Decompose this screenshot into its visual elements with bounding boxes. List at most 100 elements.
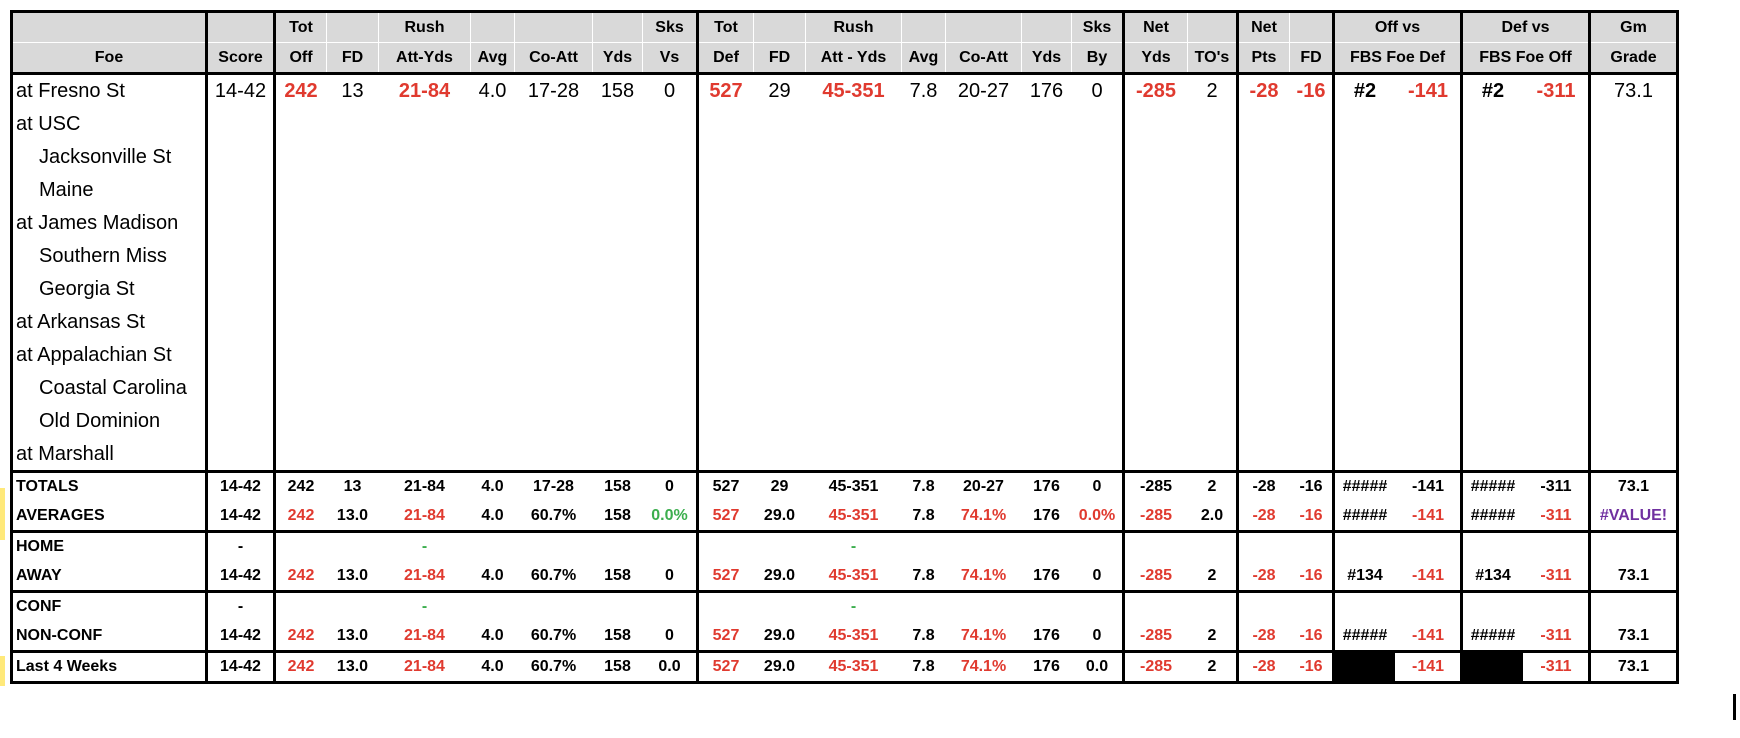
stat-cell: [902, 174, 946, 207]
stat-cell: [1236, 173, 1290, 207]
stat-cell: -311: [1523, 621, 1590, 653]
stat-cell: [205, 371, 275, 405]
stat-cell: [902, 405, 946, 438]
summary-row: AVERAGES 14-42 242 13.0 21-84 4.0 60.7% 158 0.0%…: [10, 501, 1679, 533]
stat-cell: [1588, 338, 1679, 372]
stat-cell: [754, 339, 806, 372]
header-cell: FD: [1289, 42, 1334, 75]
stat-cell: -285: [1122, 501, 1188, 533]
stat-cell: 60.7%: [514, 621, 593, 653]
stat-cell: [1122, 437, 1188, 473]
stat-cell: #134: [1460, 561, 1524, 593]
stat-cell: 13.0: [326, 561, 379, 593]
stat-cell: [1588, 437, 1679, 473]
stat-cell: [1290, 273, 1334, 306]
stat-cell: [593, 108, 643, 141]
header-cell: Co-Att: [945, 42, 1022, 75]
stat-cell: [902, 207, 946, 240]
game-row: Maine: [10, 173, 1679, 207]
stat-cell: -: [850, 598, 857, 615]
stat-cell: [643, 339, 698, 372]
stat-cell: [754, 108, 806, 141]
stat-cell: [643, 207, 698, 240]
stat-cell: [1460, 272, 1524, 306]
stat-cell: [593, 207, 643, 240]
stat-cell: [1122, 591, 1188, 622]
stat-cell: [1072, 174, 1124, 207]
summary-label: TOTALS: [10, 471, 207, 502]
header-cell: FBS Foe Off: [1460, 42, 1590, 75]
stat-cell: [806, 207, 902, 240]
stat-cell: 74.1%: [945, 650, 1022, 684]
stat-cell: 20-27: [957, 79, 1010, 102]
stat-cell: [379, 372, 471, 405]
stat-cell: [1122, 107, 1188, 141]
stat-cell: [643, 592, 698, 622]
stat-cell: 0.0: [1071, 650, 1124, 684]
game-row: at Fresno St 14-42 242 13 21-84 4.0 17-28 158 0 5…: [10, 73, 1679, 108]
stat-cell: 4.0: [478, 79, 507, 102]
stat-cell: [515, 273, 593, 306]
stat-cell: [1588, 371, 1679, 405]
foe-name: at Fresno St: [10, 73, 207, 108]
stat-cell: [946, 532, 1022, 562]
stat-cell: [1524, 240, 1590, 273]
stat-cell: -16: [1289, 561, 1334, 593]
stat-cell: [1332, 531, 1396, 562]
stat-cell: [1524, 372, 1590, 405]
stat-cell: [273, 437, 327, 473]
stat-cell: 21-84: [398, 79, 451, 102]
stat-cell: 242: [273, 650, 327, 684]
stat-cell: [806, 339, 902, 372]
stat-cell: #####: [1460, 621, 1524, 653]
header-cell: [1289, 10, 1334, 43]
stat-cell: [1022, 532, 1072, 562]
stat-cell: [1332, 338, 1396, 372]
stat-cell: [1188, 592, 1238, 622]
stat-cell: 73.1: [1588, 650, 1679, 684]
stat-cell: [205, 338, 275, 372]
stat-cell: 0: [665, 478, 674, 495]
header-cell: Net: [1236, 10, 1290, 43]
stat-cell: [696, 437, 754, 473]
stat-cell: [643, 372, 698, 405]
stat-cell: [471, 273, 515, 306]
stat-cell: [1236, 338, 1290, 372]
stat-cell: 2.0: [1187, 501, 1238, 533]
stat-cell: [1588, 272, 1679, 306]
stat-cell: [1236, 239, 1290, 273]
stat-cell: [1236, 591, 1290, 622]
stat-cell: [1460, 305, 1524, 339]
stat-cell: [593, 141, 643, 174]
header-row: Foe Score Off FD Att-Yds Avg Co-Att Yds Vs Def FD A…: [10, 42, 1679, 75]
stat-cell: 29.0: [753, 561, 806, 593]
stat-cell: [902, 141, 946, 174]
stat-cell: [273, 305, 327, 339]
stat-cell: 7.8: [901, 650, 946, 684]
header-cell: [945, 10, 1022, 43]
stat-cell: [327, 592, 379, 622]
stat-cell: [946, 141, 1022, 174]
header-cell: [514, 10, 593, 43]
stat-cell: 74.1%: [945, 561, 1022, 593]
stat-cell: 60.7%: [514, 561, 593, 593]
stat-cell: 158: [592, 501, 643, 533]
stat-cell: 7.8: [901, 501, 946, 533]
stat-cell: [515, 174, 593, 207]
stat-cell: [946, 339, 1022, 372]
stat-cell: [1332, 305, 1396, 339]
header-cell: Yds: [592, 42, 643, 75]
stat-cell: 527: [696, 561, 754, 593]
stat-cell: [273, 107, 327, 141]
stat-cell: 158: [592, 561, 643, 593]
stat-cell: [1524, 405, 1590, 438]
stat-cell: 21-84: [404, 478, 445, 495]
stat-cell: [1022, 306, 1072, 339]
stat-cell: [1396, 174, 1462, 207]
stat-cell: [1188, 240, 1238, 273]
stat-cell: -: [850, 538, 857, 555]
stat-cell: [515, 306, 593, 339]
stat-cell: [1460, 650, 1524, 684]
header-cell: [753, 10, 806, 43]
header-cell: Pts: [1236, 42, 1290, 75]
